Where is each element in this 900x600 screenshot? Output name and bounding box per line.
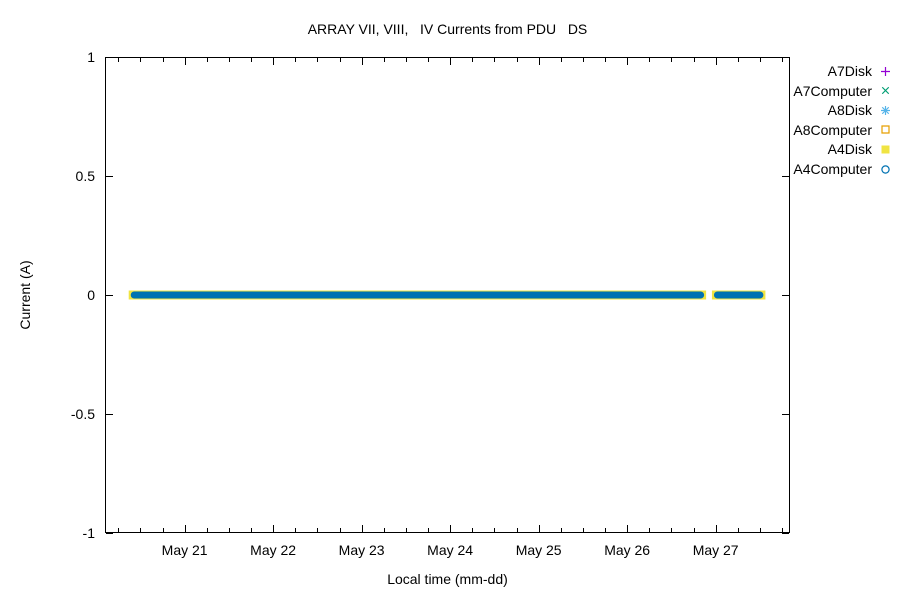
- x-tick-label: May 24: [427, 542, 474, 558]
- x-tick-label: May 22: [250, 542, 297, 558]
- x-tick-label: May 25: [515, 542, 562, 558]
- legend-label: A8Disk: [827, 102, 872, 119]
- legend-label: A4Computer: [793, 161, 872, 177]
- legend-row-a7computer: A7Computer: [672, 82, 892, 100]
- legend-label: A7Disk: [827, 63, 872, 79]
- legend-row-a8computer: A8Computer: [672, 121, 892, 139]
- y-tick-label: -1: [82, 525, 95, 541]
- y-tick-label: 1: [87, 49, 95, 65]
- marker-cross-icon: [881, 86, 890, 95]
- series-band-a4computer: [130, 291, 705, 299]
- y-tick-label: 0.5: [75, 168, 95, 184]
- marker-open-circle-icon: [881, 164, 890, 174]
- chart-title: ARRAY VII, VIII, IV Currents from PDU DS: [307, 21, 588, 37]
- marker-open-square-icon: [881, 125, 890, 134]
- legend-row-a4disk: A4Disk: [672, 140, 892, 158]
- x-tick-label: May 23: [338, 542, 385, 558]
- legend-label: A4Disk: [827, 141, 872, 158]
- x-tick-label: May 27: [692, 542, 739, 558]
- x-axis-label: Local time (mm-dd): [387, 571, 508, 587]
- legend-label: A7Computer: [793, 82, 872, 99]
- y-tick-label: -0.5: [70, 406, 95, 422]
- marker-asterisk-icon: [881, 105, 890, 115]
- legend-row-a4computer: A4Computer: [672, 160, 892, 178]
- series-band-a4computer: [713, 291, 764, 299]
- marker-filled-square-icon: [881, 145, 890, 154]
- x-tick-label: May 26: [604, 542, 651, 558]
- y-tick-label: 0: [87, 287, 95, 303]
- marker-plus-icon: [881, 66, 890, 76]
- x-tick-label: May 21: [161, 542, 208, 558]
- plot-border: [105, 57, 790, 533]
- legend-row-a7disk: A7Disk: [672, 62, 892, 80]
- legend-row-a8disk: A8Disk: [672, 101, 892, 119]
- legend-label: A8Computer: [793, 121, 872, 138]
